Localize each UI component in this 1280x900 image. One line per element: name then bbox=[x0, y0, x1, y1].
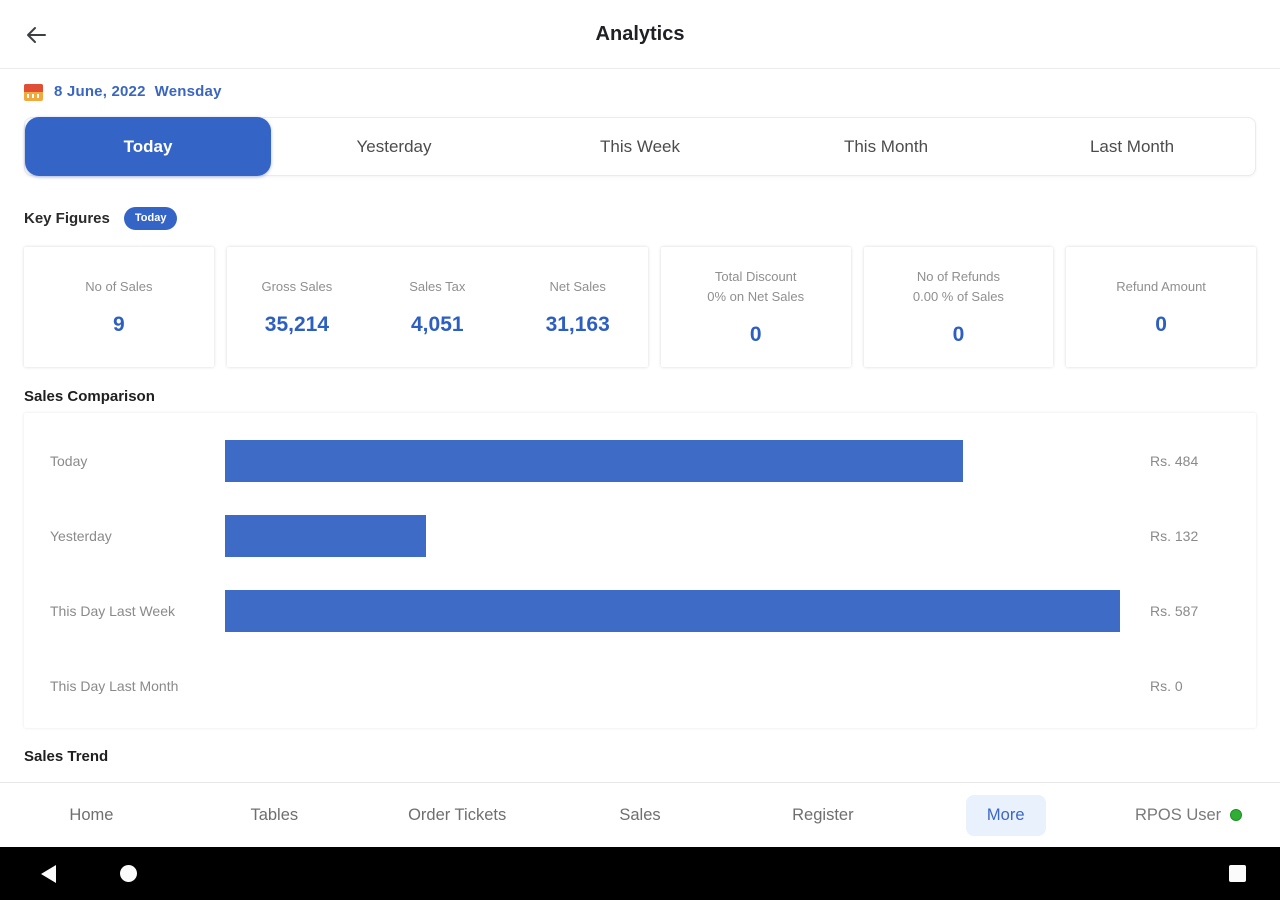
metric-label: Refund Amount bbox=[1116, 278, 1206, 294]
metric: Total Discount 0% on Net Sales 0 bbox=[661, 247, 851, 367]
metric-value: 0 bbox=[1155, 313, 1167, 337]
card-no-of-refunds: No of Refunds 0.00 % of Sales 0 bbox=[863, 247, 1054, 367]
metric: No of Refunds 0.00 % of Sales 0 bbox=[864, 247, 1054, 367]
bottom-nav: Home Tables Order Tickets Sales Register… bbox=[0, 782, 1280, 847]
date-value: 8 June, 2022 bbox=[54, 82, 146, 100]
metric: No of Sales 9 bbox=[24, 247, 214, 367]
chart-row: Today Rs. 484 bbox=[24, 423, 1256, 498]
android-recents-icon[interactable] bbox=[1229, 865, 1246, 882]
metric: Sales Tax 4,051 bbox=[367, 247, 507, 367]
android-back-icon[interactable] bbox=[41, 865, 56, 883]
metric-value: 0 bbox=[749, 323, 762, 347]
current-date: 8 June, 2022 Wensday bbox=[54, 83, 222, 100]
nav-item-tables[interactable]: Tables bbox=[250, 805, 299, 824]
metric-value: 31,163 bbox=[545, 313, 610, 337]
user-name: RPOS User bbox=[1134, 805, 1222, 824]
nav-user[interactable]: RPOS User bbox=[1097, 806, 1280, 825]
sales-trend-title: Sales Trend bbox=[24, 748, 109, 765]
metric-label: Sales Tax bbox=[409, 278, 466, 294]
bar-value-label: Rs. 587 bbox=[1150, 602, 1199, 619]
bar-category-label: Yesterday bbox=[50, 527, 112, 544]
top-app-bar: Analytics bbox=[0, 0, 1280, 69]
android-nav-bar bbox=[0, 847, 1280, 900]
chart-row: Yesterday Rs. 132 bbox=[24, 498, 1256, 573]
chart-rows: Today Rs. 484 Yesterday Rs. 132 This Day Las… bbox=[24, 423, 1256, 723]
nav-item-sales[interactable]: Sales bbox=[619, 805, 661, 824]
bar-track bbox=[225, 514, 1150, 557]
metric-label: No of Sales bbox=[85, 278, 153, 294]
metric-value: 4,051 bbox=[411, 313, 464, 337]
key-figures-header: Key Figures Today bbox=[24, 205, 1256, 231]
tab-this-week[interactable]: This Week bbox=[600, 136, 680, 156]
card-no-of-sales: No of Sales 9 bbox=[24, 247, 214, 367]
chart-row: This Day Last Month Rs. 0 bbox=[24, 648, 1256, 723]
bar bbox=[225, 589, 1120, 632]
page-title: Analytics bbox=[595, 23, 685, 45]
chart-row: This Day Last Week Rs. 587 bbox=[24, 573, 1256, 648]
online-status-dot bbox=[1230, 809, 1243, 821]
metric-label: Total Discount 0% on Net Sales bbox=[707, 268, 805, 304]
bar-category-label: Today bbox=[50, 452, 88, 469]
metric: Gross Sales 35,214 bbox=[227, 247, 367, 367]
calendar-icon bbox=[24, 83, 43, 101]
tab-today[interactable]: Today bbox=[25, 117, 271, 176]
more-pill: More bbox=[965, 794, 1046, 836]
nav-item-home[interactable]: Home bbox=[69, 805, 114, 824]
metric-label: Gross Sales bbox=[261, 278, 333, 294]
key-figures-title: Key Figures bbox=[24, 209, 110, 227]
metric-value: 0 bbox=[952, 323, 965, 347]
back-button[interactable] bbox=[22, 21, 50, 49]
date-row[interactable]: 8 June, 2022 Wensday bbox=[24, 69, 1256, 103]
bar bbox=[225, 514, 426, 557]
back-arrow-icon bbox=[27, 27, 46, 43]
nav-item-more[interactable]: More bbox=[914, 794, 1097, 836]
bar-category-label: This Day Last Week bbox=[50, 602, 176, 619]
key-figures-cards: No of Sales 9 Gross Sales 35,214 Sales T… bbox=[24, 247, 1256, 367]
card-refund-amount: Refund Amount 0 bbox=[1066, 247, 1256, 367]
key-figures-period-badge: Today bbox=[123, 206, 178, 230]
metric-value: 35,214 bbox=[264, 313, 330, 337]
metric-label: Net Sales bbox=[549, 278, 606, 294]
bar-value-label: Rs. 484 bbox=[1150, 452, 1199, 469]
tab-yesterday[interactable]: Yesterday bbox=[356, 136, 432, 156]
metric: Net Sales 31,163 bbox=[507, 247, 647, 367]
metric-label: No of Refunds 0.00 % of Sales bbox=[912, 268, 1004, 304]
sales-comparison-title: Sales Comparison bbox=[24, 388, 155, 405]
weekday-value: Wensday bbox=[154, 82, 222, 100]
bar-value-label: Rs. 132 bbox=[1150, 527, 1199, 544]
bar-track bbox=[225, 439, 1150, 482]
bar-value-label: Rs. 0 bbox=[1150, 677, 1183, 694]
card-sales-summary: Gross Sales 35,214 Sales Tax 4,051 Net S… bbox=[226, 247, 648, 367]
bar-category-label: This Day Last Month bbox=[50, 677, 179, 694]
tab-last-month[interactable]: Last Month bbox=[1089, 136, 1175, 156]
content-area: 8 June, 2022 Wensday Today Yesterday This… bbox=[0, 69, 1280, 765]
nav-item-register[interactable]: Register bbox=[792, 805, 854, 824]
metric-value: 9 bbox=[113, 313, 125, 337]
tab-this-month[interactable]: This Month bbox=[843, 136, 929, 156]
bar bbox=[225, 439, 963, 482]
bar-track bbox=[225, 665, 1150, 707]
nav-item-order-tickets[interactable]: Order Tickets bbox=[408, 805, 507, 824]
android-home-icon[interactable] bbox=[120, 865, 137, 882]
bar-track bbox=[225, 589, 1150, 632]
card-total-discount: Total Discount 0% on Net Sales 0 bbox=[660, 247, 851, 367]
period-tabbar: Today Yesterday This Week This Month Las… bbox=[24, 117, 1256, 176]
sales-comparison-chart: Today Rs. 484 Yesterday Rs. 132 This Day Las… bbox=[24, 413, 1256, 728]
metric: Refund Amount 0 bbox=[1066, 247, 1256, 367]
